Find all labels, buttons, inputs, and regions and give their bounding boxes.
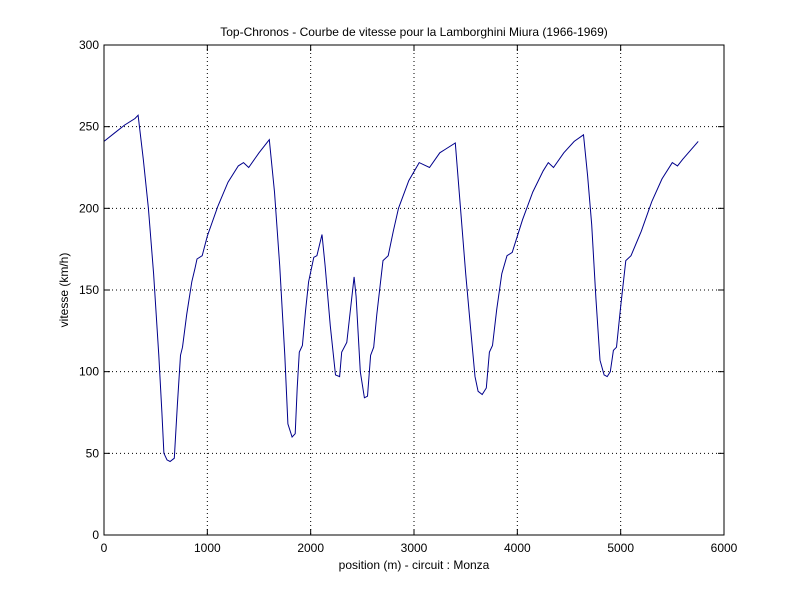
tick-labels: 0 1000 2000 3000 4000 5000 6000 0 50 100 150 200 250… — [79, 38, 738, 555]
x-tick-label: 5000 — [607, 541, 634, 555]
x-tick-label: 1000 — [194, 541, 221, 555]
plot-frame — [103, 44, 725, 536]
grid — [104, 45, 724, 535]
y-tick-label: 50 — [86, 446, 100, 460]
y-tick-label: 200 — [79, 201, 99, 215]
y-axis-label: vitesse (km/h) — [57, 253, 71, 328]
chart-title: Top-Chronos - Courbe de vitesse pour la … — [220, 25, 608, 39]
x-tick-label: 2000 — [297, 541, 324, 555]
y-tick-label: 0 — [92, 528, 99, 542]
speed-series-line — [103, 114, 699, 463]
x-tick-label: 0 — [101, 541, 108, 555]
x-tick-label: 4000 — [504, 541, 531, 555]
x-tick-label: 6000 — [711, 541, 738, 555]
x-tick-label: 3000 — [401, 541, 428, 555]
y-tick-label: 250 — [79, 120, 99, 134]
x-axis-label: position (m) - circuit : Monza — [339, 558, 490, 572]
y-tick-label: 100 — [79, 365, 99, 379]
y-tick-label: 300 — [79, 38, 99, 52]
y-tick-label: 150 — [79, 283, 99, 297]
